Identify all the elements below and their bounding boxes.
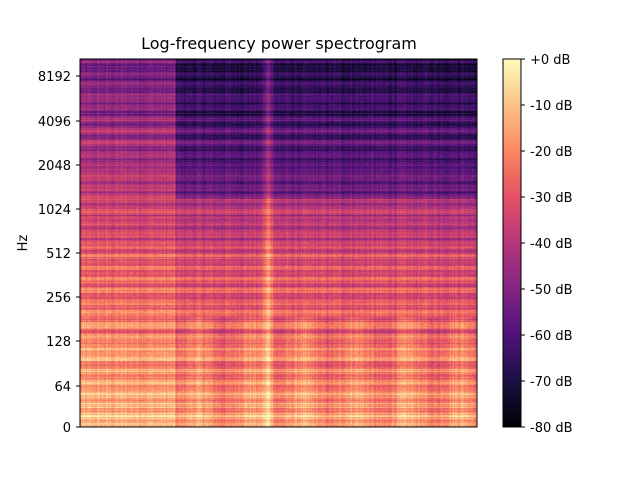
colorbar-tick-label: -50 dB xyxy=(530,283,573,298)
y-tick-label: 0 xyxy=(63,421,71,436)
spectrogram-heatmap xyxy=(80,59,477,427)
colorbar-gradient xyxy=(503,59,521,427)
y-tick-label: 512 xyxy=(46,247,71,262)
y-axis-label: Hz xyxy=(16,235,31,252)
plot-frame xyxy=(79,58,478,428)
y-tick-label: 256 xyxy=(46,291,71,306)
y-tick-label: 4096 xyxy=(38,115,71,130)
y-tick-label: 1024 xyxy=(38,203,71,218)
colorbar-tick-label: -70 dB xyxy=(530,375,573,390)
colorbar-tick-label: -40 dB xyxy=(530,237,573,252)
colorbar-tick-label: -10 dB xyxy=(530,99,573,114)
colorbar-tick-label: -30 dB xyxy=(530,191,573,206)
y-axis-ticks: 0 64 128 256 512 1024 2048 4096 8192 xyxy=(38,70,80,436)
spectrogram-canvas xyxy=(80,59,477,427)
chart-title: Log-frequency power spectrogram xyxy=(141,34,417,53)
colorbar-tick-label: -60 dB xyxy=(530,329,573,344)
colorbar-tick-label: -20 dB xyxy=(530,145,573,160)
y-tick-label: 8192 xyxy=(38,70,71,85)
colorbar-ticks: +0 dB -10 dB -20 dB -30 dB -40 dB -50 dB -60 d… xyxy=(521,53,573,436)
colorbar: +0 dB -10 dB -20 dB -30 dB -40 dB -50 dB -60 d… xyxy=(502,53,573,436)
y-tick-label: 2048 xyxy=(38,159,71,174)
colorbar-tick-label: +0 dB xyxy=(530,53,570,68)
colorbar-tick-label: -80 dB xyxy=(530,421,573,436)
y-tick-label: 64 xyxy=(54,380,71,395)
y-tick-label: 128 xyxy=(46,335,71,350)
